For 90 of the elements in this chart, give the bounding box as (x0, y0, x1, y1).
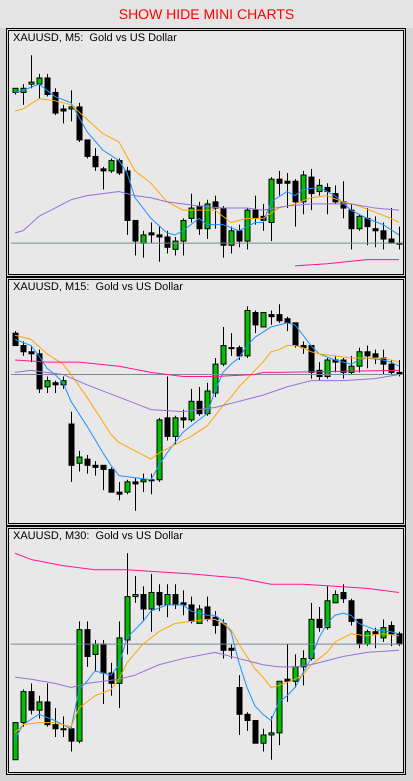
candlestick (132, 575, 138, 604)
candlestick (276, 170, 282, 196)
candlestick (188, 388, 194, 422)
candlestick (132, 477, 138, 512)
candlestick (52, 88, 58, 116)
candlestick (348, 355, 354, 375)
candlestick (292, 322, 298, 348)
chart-title: XAUUSD, M15: Gold vs US Dollar (13, 281, 183, 293)
candlestick (84, 454, 90, 474)
candlestick (116, 481, 122, 501)
candlestick (100, 464, 106, 491)
candlestick (36, 695, 42, 719)
candlestick (28, 54, 34, 89)
candlestick (172, 415, 178, 446)
candlestick (100, 166, 106, 190)
chart-title: XAUUSD, M30: Gold vs US Dollar (13, 530, 183, 542)
candlestick (124, 479, 130, 495)
candlestick (164, 584, 170, 618)
candlestick (132, 220, 138, 256)
candlestick (148, 573, 154, 632)
candlestick (372, 216, 378, 248)
candlestick (252, 195, 258, 226)
candlestick (284, 644, 290, 702)
candlestick (268, 310, 274, 326)
candlestick (284, 316, 290, 332)
candlestick (244, 712, 250, 732)
candlestick (380, 222, 386, 250)
candlestick (172, 584, 178, 610)
candlestick (260, 312, 266, 328)
candlestick (292, 178, 298, 228)
candlestick (276, 304, 282, 324)
candlestick (28, 682, 34, 715)
candlestick (148, 473, 154, 495)
chart-title: XAUUSD, M5: Gold vs US Dollar (13, 32, 177, 44)
candlestick (348, 598, 354, 626)
candlestick (60, 716, 66, 738)
candlestick (92, 460, 98, 476)
candlestick (116, 158, 122, 176)
candlestick (300, 650, 306, 686)
candlestick (164, 376, 170, 442)
candlestick (180, 218, 186, 256)
candlestick (108, 466, 114, 493)
candlestick (364, 208, 370, 246)
candlestick (308, 168, 314, 211)
candlestick (388, 360, 394, 375)
candlestick (332, 590, 338, 604)
candlestick (148, 222, 154, 244)
candlestick (76, 450, 82, 472)
candlestick (180, 409, 186, 429)
candlestick (28, 345, 34, 363)
candlestick (140, 473, 146, 493)
candlestick (252, 310, 258, 334)
candlestick (228, 332, 234, 356)
candlestick (84, 139, 90, 159)
candlestick (44, 376, 50, 394)
candlestick (68, 724, 74, 752)
candlestick (236, 224, 242, 248)
candlestick (60, 104, 66, 124)
candlestick (20, 340, 26, 356)
candlestick (36, 73, 42, 100)
candlestick (260, 728, 266, 752)
candlestick (92, 148, 98, 172)
candlestick (228, 226, 234, 254)
candlestick (156, 226, 162, 262)
text: SHOW HIDE MINI CHARTS (118, 6, 294, 22)
candlestick (108, 158, 114, 174)
candlestick (44, 682, 50, 728)
candlestick (164, 230, 170, 254)
candlestick (228, 644, 234, 660)
candlestick (284, 172, 290, 209)
candlestick (172, 236, 178, 256)
candlestick (348, 203, 354, 250)
candlestick (364, 345, 370, 369)
candlestick (196, 386, 202, 416)
candlestick (52, 708, 58, 738)
candlestick (156, 584, 162, 612)
candlestick (268, 716, 274, 760)
candlestick (356, 214, 362, 232)
candlestick (188, 193, 194, 224)
candlestick (388, 620, 394, 647)
candlestick (252, 720, 258, 744)
candlestick (340, 584, 346, 604)
candlestick (52, 380, 58, 394)
candlestick (372, 627, 378, 649)
candlestick (140, 586, 146, 622)
candlestick (236, 345, 242, 361)
candlestick (316, 606, 322, 632)
candlestick (44, 73, 50, 98)
candlestick (220, 326, 226, 367)
candlestick (92, 639, 98, 672)
